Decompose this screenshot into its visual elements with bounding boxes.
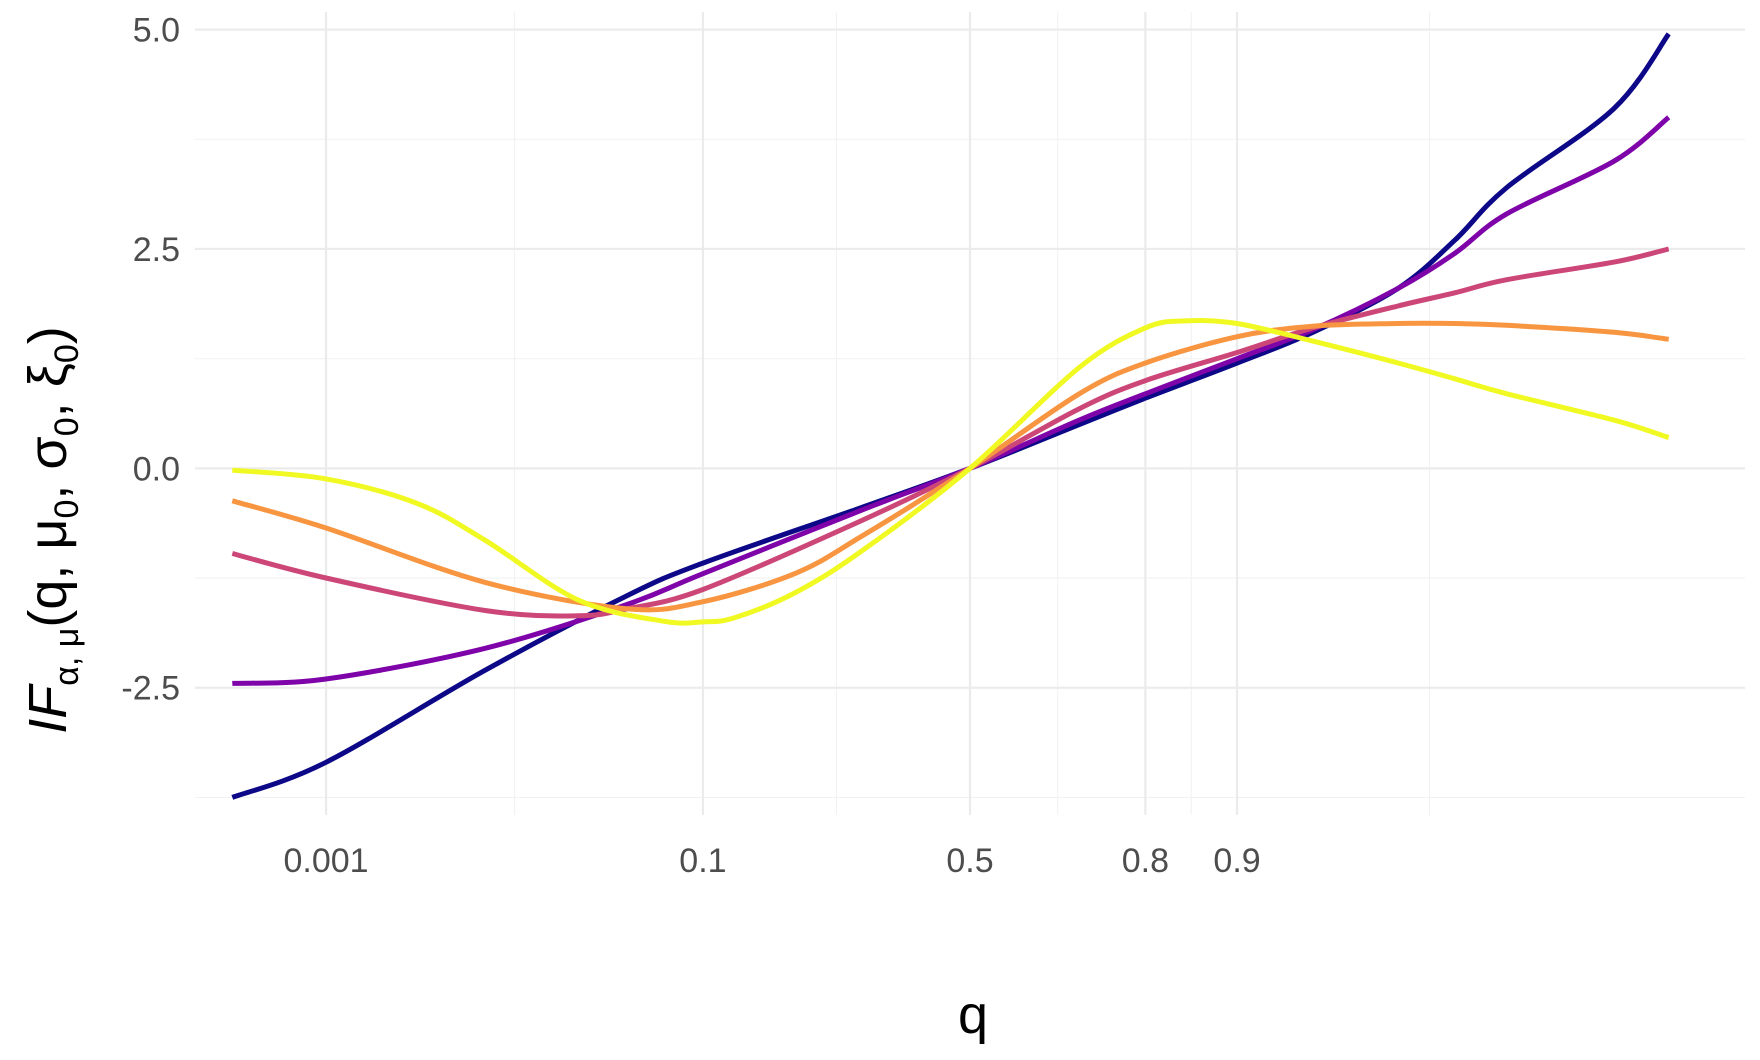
series-line-4 [231, 320, 1670, 613]
x-tick-label: 0.9 [1213, 842, 1260, 880]
series-line-5 [232, 318, 1670, 626]
y-axis-title-sub-xi: 0 [48, 344, 86, 363]
x-tick-label: 0.001 [283, 842, 368, 880]
series-line-3 [231, 246, 1670, 619]
series-line-2 [232, 115, 1671, 686]
y-axis-title-sigma: , σ [18, 436, 78, 499]
y-axis-title-sub: α, μ [48, 628, 86, 686]
y-axis-title: IFα, μ(q, μ0, σ0, ξ0) [18, 326, 86, 734]
x-axis-title: q [958, 985, 988, 1045]
y-tick-label: 2.5 [133, 231, 180, 269]
y-tick-labels: -2.5 0.0 2.5 5.0 [121, 12, 180, 708]
x-tick-label: 0.8 [1122, 842, 1169, 880]
y-tick-label: 5.0 [133, 12, 180, 50]
y-axis-title-xi: , ξ [18, 363, 78, 417]
x-tick-labels: 0.001 0.1 0.5 0.8 0.9 [283, 842, 1260, 880]
y-axis-title-open: (q, μ [18, 519, 78, 628]
grid-layer [195, 12, 1745, 815]
y-tick-label: 0.0 [133, 450, 180, 488]
series-layer [231, 32, 1671, 800]
y-tick-label: -2.5 [121, 670, 180, 708]
y-axis-title-main: IF [18, 683, 78, 734]
x-tick-label: 0.1 [679, 842, 726, 880]
y-axis-title-sub-sigma: 0 [48, 417, 86, 436]
series-line-1 [231, 32, 1671, 800]
x-tick-label: 0.5 [946, 842, 993, 880]
y-axis-title-close: ) [18, 326, 78, 344]
y-axis-title-sub-mu: 0 [48, 500, 86, 519]
